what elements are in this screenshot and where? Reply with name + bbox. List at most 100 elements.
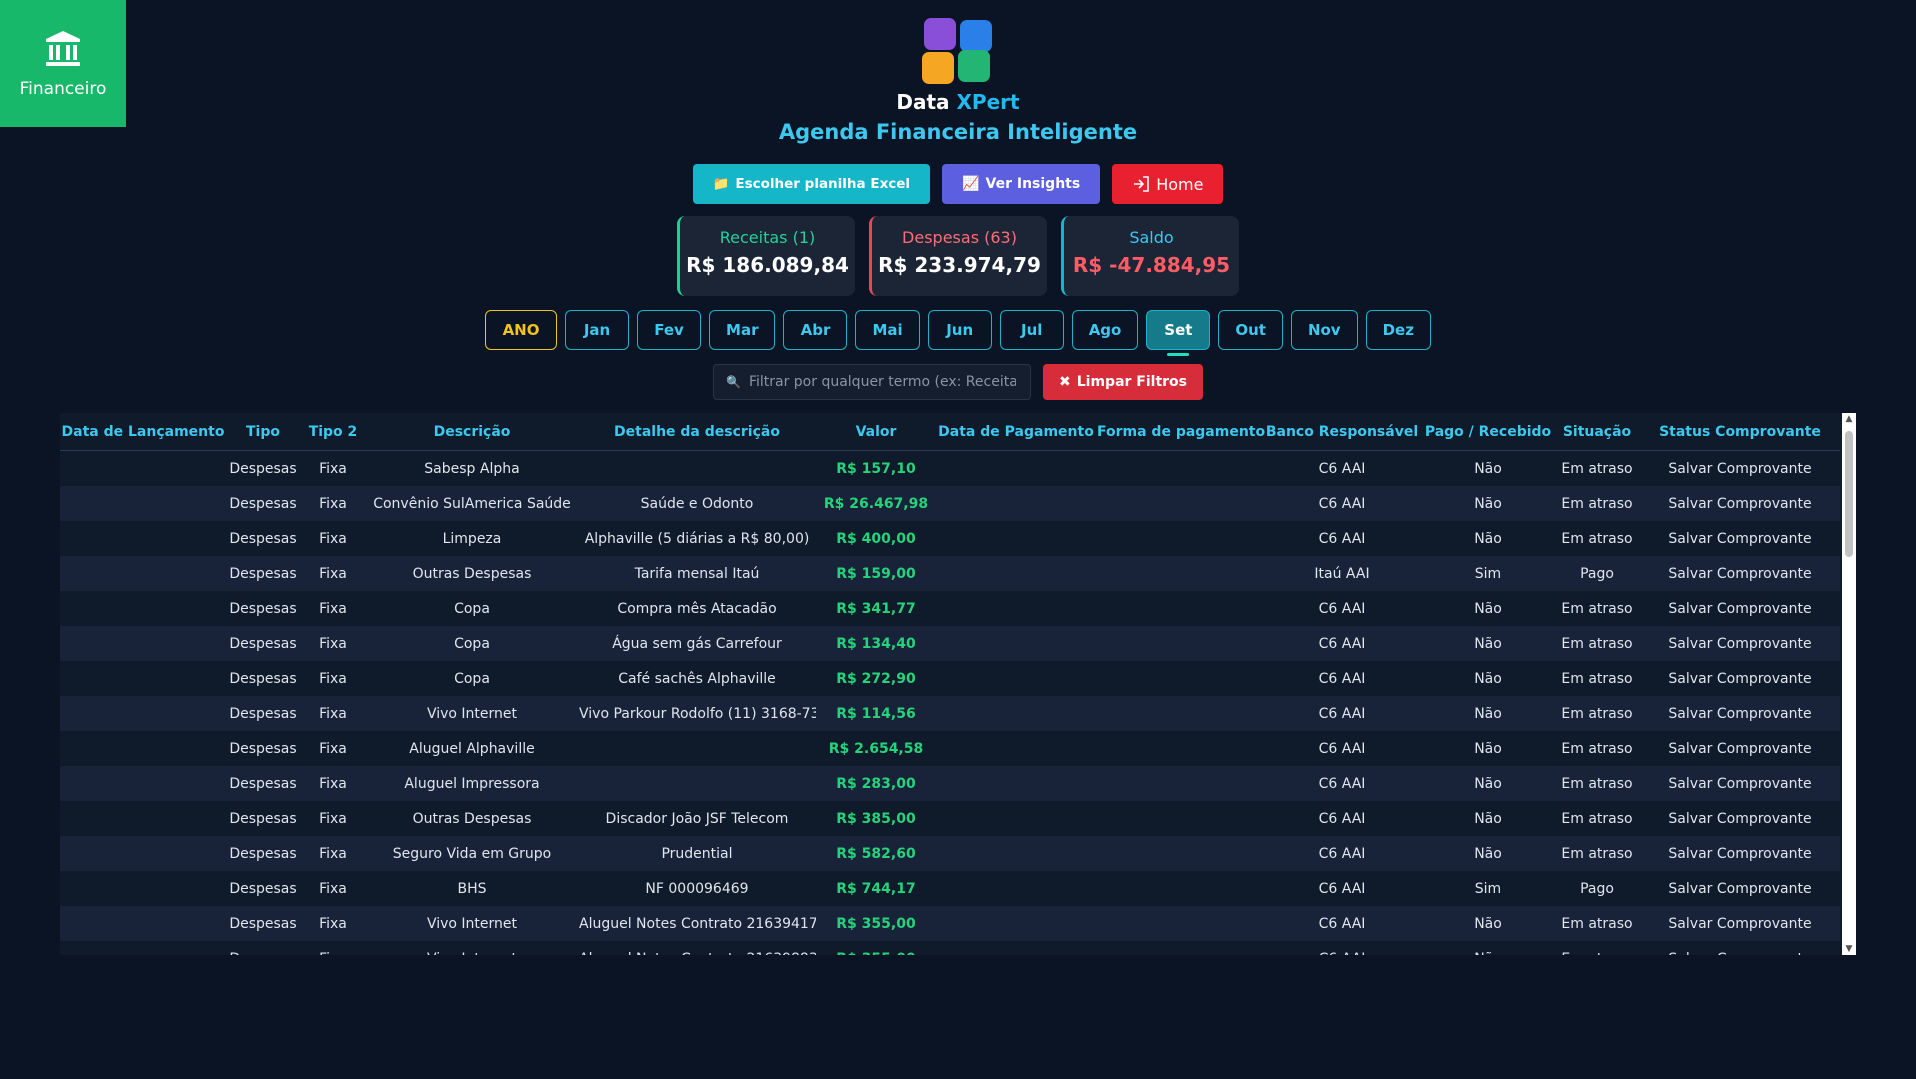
month-button-ano[interactable]: ANO (485, 310, 558, 350)
table-cell[interactable]: Salvar Comprovante (1640, 486, 1840, 521)
table-row[interactable]: Despesas Fixa Vivo Internet Vivo Parkour Ro… (60, 696, 1840, 731)
scrollbar-thumb[interactable] (1845, 431, 1853, 557)
month-button-nov[interactable]: Nov (1290, 310, 1358, 350)
table-cell: C6 AAI (1262, 871, 1422, 906)
table-cell: Fixa (300, 556, 366, 591)
table-cell: Despesas (226, 450, 300, 486)
column-header[interactable]: Pago / Recebido (1422, 413, 1554, 451)
column-header[interactable]: Banco Responsável (1262, 413, 1422, 451)
view-insights-button[interactable]: 📈 Ver Insights (942, 164, 1101, 204)
table-cell (1096, 661, 1262, 696)
column-header[interactable]: Tipo 2 (300, 413, 366, 451)
sidebar-item-financeiro[interactable]: Financeiro (0, 0, 126, 127)
table-cell (60, 871, 226, 906)
column-header[interactable]: Situação (1554, 413, 1640, 451)
table-cell: Em atraso (1554, 836, 1640, 871)
table-cell[interactable]: Salvar Comprovante (1640, 766, 1840, 801)
table-cell: Em atraso (1554, 521, 1640, 556)
table-cell: C6 AAI (1262, 521, 1422, 556)
month-button-dez[interactable]: Dez (1365, 310, 1431, 350)
table-cell[interactable]: Salvar Comprovante (1640, 941, 1840, 955)
table-cell[interactable]: Salvar Comprovante (1640, 626, 1840, 661)
bank-icon (46, 30, 80, 66)
month-button-ago[interactable]: Ago (1071, 310, 1139, 350)
month-button-jun[interactable]: Jun (927, 310, 992, 350)
filter-bar: 🔍 ✖ Limpar Filtros (0, 364, 1916, 400)
table-cell[interactable]: Salvar Comprovante (1640, 521, 1840, 556)
table-row[interactable]: Despesas Fixa Outras Despesas Tarifa mensal… (60, 556, 1840, 591)
table-cell: C6 AAI (1262, 766, 1422, 801)
table-cell: R$ 134,40 (816, 626, 936, 661)
despesas-card: Despesas (63) R$ 233.974,79 (869, 216, 1047, 296)
table-cell: Em atraso (1554, 906, 1640, 941)
column-header[interactable]: Tipo (226, 413, 300, 451)
table-scrollbar[interactable]: ▲ ▼ (1842, 413, 1856, 955)
clear-filters-button[interactable]: ✖ Limpar Filtros (1043, 364, 1203, 400)
month-button-mar[interactable]: Mar (709, 310, 776, 350)
table-cell[interactable]: Salvar Comprovante (1640, 696, 1840, 731)
month-button-jan[interactable]: Jan (565, 310, 630, 350)
table-cell[interactable]: Salvar Comprovante (1640, 906, 1840, 941)
transactions-table-container[interactable]: Data de Lançamento Tipo Tipo 2 Descrição Det… (60, 413, 1856, 955)
table-cell: R$ 385,00 (816, 801, 936, 836)
table-row[interactable]: Despesas Fixa Copa Café sachês Alphaville R$… (60, 661, 1840, 696)
search-input[interactable] (746, 373, 1018, 391)
table-row[interactable]: Despesas Fixa Copa Água sem gás Carrefour R$… (60, 626, 1840, 661)
table-cell[interactable]: Salvar Comprovante (1640, 661, 1840, 696)
table-cell: C6 AAI (1262, 591, 1422, 626)
table-cell (936, 871, 1096, 906)
column-header[interactable]: Data de Pagamento (936, 413, 1096, 451)
table-cell[interactable]: Salvar Comprovante (1640, 871, 1840, 906)
month-button-fev[interactable]: Fev (637, 310, 702, 350)
table-cell[interactable]: Salvar Comprovante (1640, 836, 1840, 871)
table-cell (60, 731, 226, 766)
choose-excel-button[interactable]: 📁 Escolher planilha Excel (692, 164, 931, 204)
month-button-jul[interactable]: Jul (999, 310, 1064, 350)
month-button-mai[interactable]: Mai (855, 310, 920, 350)
column-header[interactable]: Status Comprovante (1640, 413, 1840, 451)
table-cell: Em atraso (1554, 941, 1640, 955)
table-cell[interactable]: Salvar Comprovante (1640, 731, 1840, 766)
table-row[interactable]: Despesas Fixa BHS NF 000096469 R$ 744,17 C6 A… (60, 871, 1840, 906)
table-cell: Não (1422, 661, 1554, 696)
table-cell: C6 AAI (1262, 801, 1422, 836)
table-cell: R$ 744,17 (816, 871, 936, 906)
month-button-abr[interactable]: Abr (783, 310, 848, 350)
table-row[interactable]: Despesas Fixa Aluguel Alphaville R$ 2.654,5… (60, 731, 1840, 766)
table-cell: R$ 2.654,58 (816, 731, 936, 766)
table-row[interactable]: Despesas Fixa Limpeza Alphaville (5 diárias… (60, 521, 1840, 556)
table-cell: Fixa (300, 731, 366, 766)
table-row[interactable]: Despesas Fixa Copa Compra mês Atacadão R$ 34… (60, 591, 1840, 626)
scroll-down-icon[interactable]: ▼ (1845, 944, 1853, 954)
column-header[interactable]: Forma de pagamento (1096, 413, 1265, 451)
table-cell: Não (1422, 626, 1554, 661)
column-header[interactable]: Detalhe da descrição (578, 413, 816, 451)
table-cell: Em atraso (1554, 591, 1640, 626)
table-row[interactable]: Despesas Fixa Outras Despesas Discador João… (60, 801, 1840, 836)
column-header[interactable]: Descrição (366, 413, 578, 451)
table-cell[interactable]: Salvar Comprovante (1640, 801, 1840, 836)
table-cell (936, 766, 1096, 801)
month-button-set[interactable]: Set (1146, 310, 1211, 350)
table-cell[interactable]: Salvar Comprovante (1640, 450, 1840, 486)
table-cell[interactable]: Salvar Comprovante (1640, 556, 1840, 591)
table-row[interactable]: Despesas Fixa Aluguel Impressora R$ 283,00 C… (60, 766, 1840, 801)
table-row[interactable]: Despesas Fixa Convênio SulAmerica Saúde Saú… (60, 486, 1840, 521)
table-cell: Copa (366, 591, 578, 626)
table-cell (578, 731, 816, 766)
table-cell: Despesas (226, 696, 300, 731)
table-cell[interactable]: Salvar Comprovante (1640, 591, 1840, 626)
table-cell: Sabesp Alpha (366, 450, 578, 486)
month-button-out[interactable]: Out (1218, 310, 1283, 350)
table-row[interactable]: Despesas Fixa Seguro Vida em Grupo Prudenti… (60, 836, 1840, 871)
table-cell: Despesas (226, 731, 300, 766)
column-header[interactable]: Valor (816, 413, 936, 451)
table-cell (936, 486, 1096, 521)
table-row[interactable]: Despesas Fixa Sabesp Alpha R$ 157,10 C6 AAI N… (60, 450, 1840, 486)
home-button[interactable]: Home (1112, 164, 1224, 204)
receitas-card: Receitas (1) R$ 186.089,84 (677, 216, 855, 296)
scroll-up-icon[interactable]: ▲ (1845, 414, 1853, 424)
column-header[interactable]: Data de Lançamento (60, 413, 226, 451)
